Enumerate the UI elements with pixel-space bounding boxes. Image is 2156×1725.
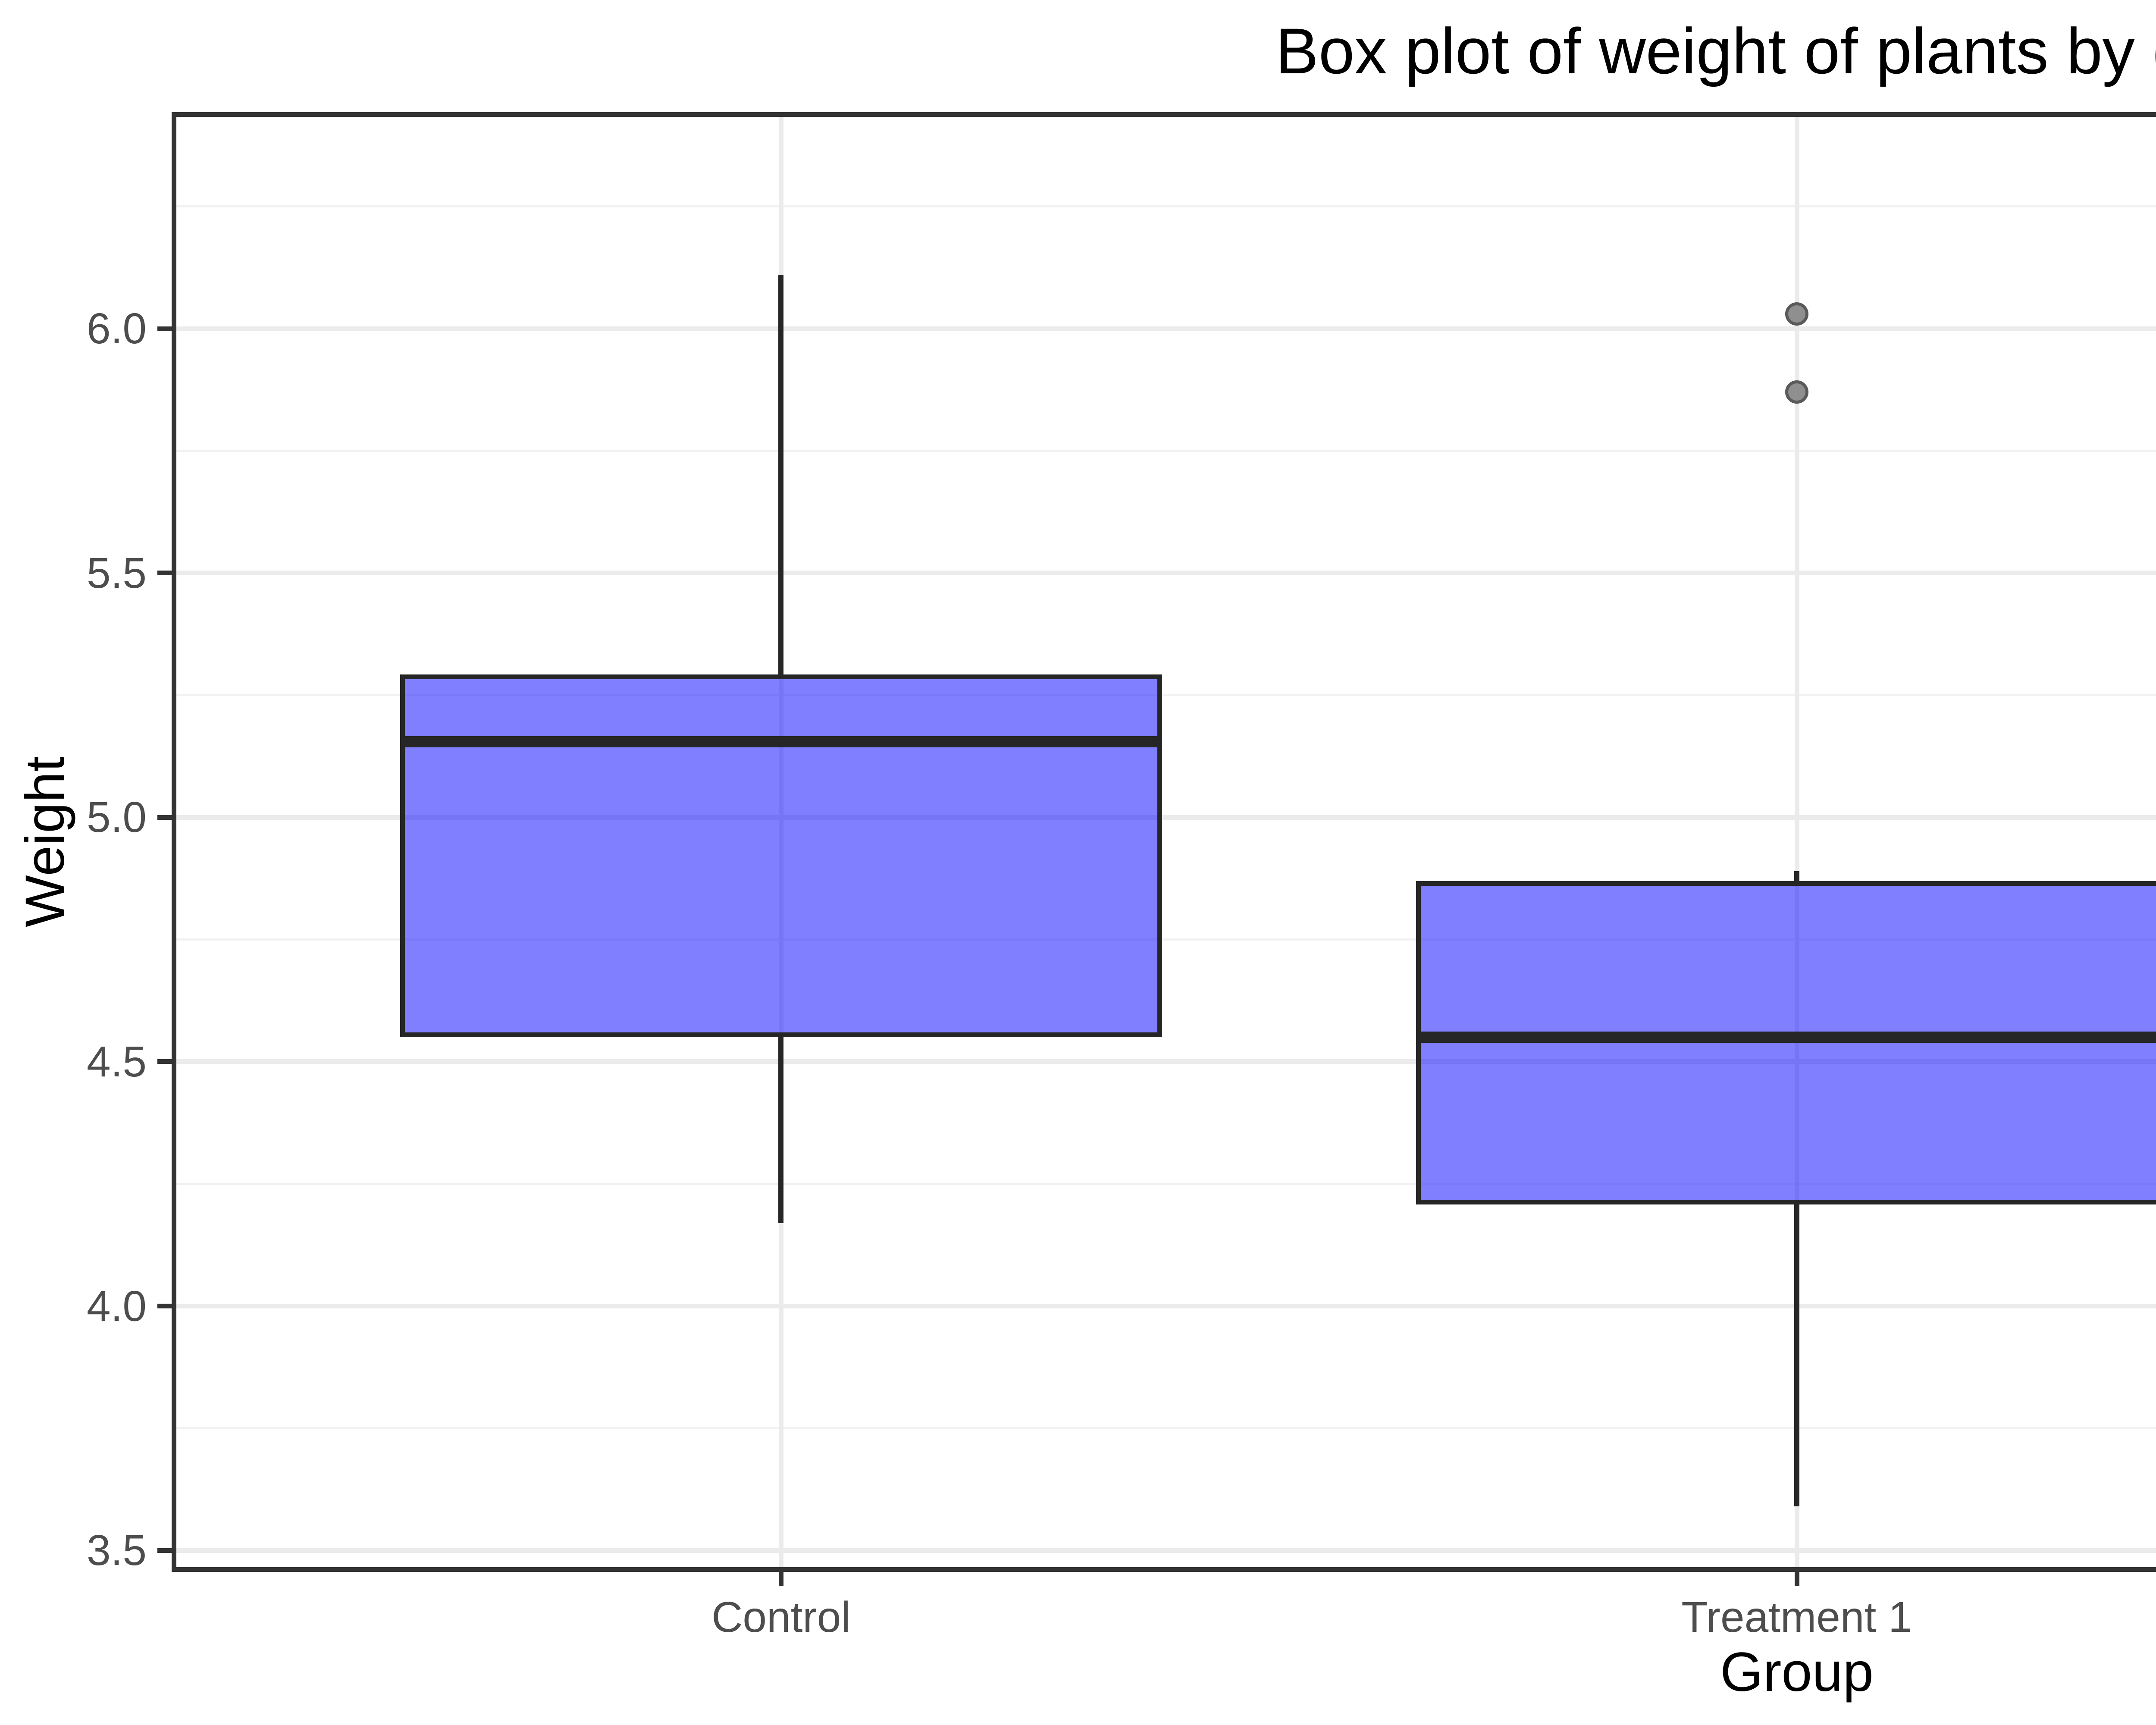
whisker-lower bbox=[778, 1037, 784, 1223]
plot-title: Box plot of weight of plants by group bbox=[1275, 15, 2156, 87]
outlier-point bbox=[1785, 380, 1808, 404]
gridline-major-y bbox=[176, 571, 2156, 576]
gridline-minor-y bbox=[176, 694, 2156, 696]
whisker-upper bbox=[778, 275, 784, 674]
y-tick-label: 6.0 bbox=[86, 304, 147, 353]
gridline-minor-y bbox=[176, 1427, 2156, 1430]
gridline-major-y bbox=[176, 815, 2156, 820]
gridline-minor-y bbox=[176, 1182, 2156, 1185]
x-tick-mark bbox=[778, 1572, 783, 1586]
y-tick-mark bbox=[157, 326, 172, 331]
x-tick-label: Treatment 1 bbox=[1681, 1593, 1912, 1641]
box-control bbox=[400, 674, 1162, 1038]
x-axis-title: Group bbox=[1720, 1641, 1874, 1703]
plot-panel bbox=[172, 112, 2156, 1572]
gridline-minor-y bbox=[176, 938, 2156, 941]
x-tick-label: Control bbox=[711, 1593, 851, 1641]
gridline-major-y bbox=[176, 1548, 2156, 1553]
gridline-minor-y bbox=[176, 449, 2156, 452]
outlier-point bbox=[1785, 302, 1808, 326]
gridline-major-y bbox=[176, 1304, 2156, 1308]
y-tick-label: 4.0 bbox=[86, 1282, 147, 1330]
median-line bbox=[400, 736, 1162, 747]
y-tick-label: 4.5 bbox=[86, 1037, 147, 1086]
gridline-major-y bbox=[176, 1059, 2156, 1064]
median-line bbox=[1416, 1032, 2156, 1043]
y-tick-mark bbox=[157, 571, 172, 576]
gridline-minor-y bbox=[176, 205, 2156, 208]
gridline-major-x bbox=[1794, 117, 1799, 1567]
whisker-upper bbox=[1794, 871, 1799, 881]
y-tick-label: 5.5 bbox=[86, 549, 147, 597]
y-tick-label: 5.0 bbox=[86, 793, 147, 842]
y-tick-mark bbox=[157, 815, 172, 820]
gridline-major-y bbox=[176, 326, 2156, 331]
whisker-lower bbox=[1794, 1204, 1799, 1507]
y-tick-mark bbox=[157, 1304, 172, 1308]
y-tick-mark bbox=[157, 1059, 172, 1064]
x-tick-mark bbox=[1794, 1572, 1799, 1586]
y-tick-mark bbox=[157, 1548, 172, 1553]
y-tick-label: 3.5 bbox=[86, 1526, 147, 1575]
y-axis-title-text: Weight bbox=[14, 756, 76, 928]
